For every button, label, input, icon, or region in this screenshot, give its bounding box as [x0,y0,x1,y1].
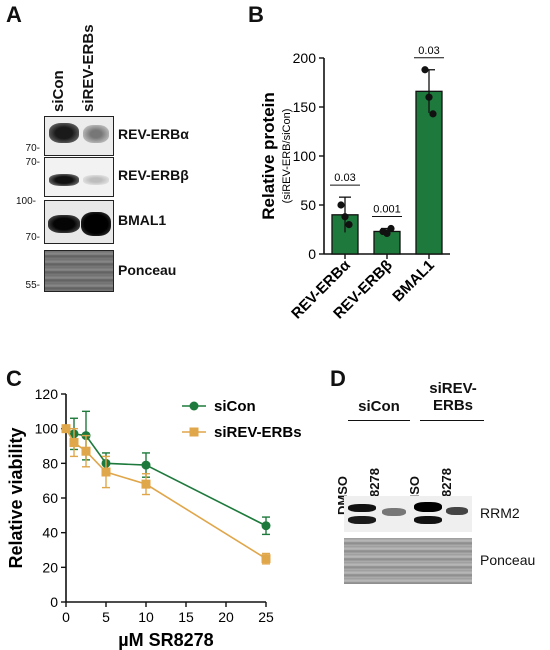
y-tick-label: 200 [293,50,317,66]
y-tick-label: 20 [42,559,58,575]
x-tick-label: 10 [138,609,154,625]
x-tick-label: 15 [178,609,194,625]
x-tick-label: BMAL1 [389,257,438,306]
data-point [141,460,151,470]
x-tick-label: 20 [218,609,234,625]
data-point [345,221,353,229]
pvalue-label: 0.001 [373,204,401,216]
bar [415,90,443,255]
group-underline [420,420,484,421]
legend-label: siREV-ERBs [214,424,302,441]
blot-label-rev-erba: REV-ERBα [118,126,189,142]
y-axis-title: Relative viability [6,427,26,568]
chart-c: 0 20 40 60 80 100 120 0 5 10 15 20 25 µM SR8278 Relati… [6,386,302,650]
series-line [65,427,267,527]
group-underline [348,420,410,421]
mw-marker: 100- [15,196,36,207]
legend-marker [189,427,199,437]
group-label-sicon: siCon [358,398,400,415]
blot-label-bmal1: BMAL1 [118,212,167,228]
x-axis-title: µM SR8278 [118,630,213,650]
x-tick-label: 0 [62,609,70,625]
blot-rrm2 [344,496,472,532]
lane-label-sirev: siREV-ERBs [80,24,97,112]
panel-letter-c: C [6,366,22,391]
panel-letter-a: A [6,2,22,27]
pvalue-label: 0.03 [418,45,439,57]
blot-label-rev-erbb: REV-ERBβ [118,167,189,183]
panel-letter-b: B [248,2,264,27]
blot-label-ponceau: Ponceau [118,262,177,278]
data-point [387,224,395,233]
data-point [69,438,79,448]
group-label-sirev-line2: ERBs [432,397,473,414]
legend-label: siCon [214,398,256,415]
y-tick-label: 50 [300,197,316,213]
data-point [61,424,71,434]
mw-marker: 70- [25,143,40,154]
blot-ponceau [44,250,114,292]
data-point [261,554,271,564]
blot-bmal1 [44,200,114,244]
group-label-sirev-line1: siREV- [429,380,477,397]
data-point [101,467,111,477]
pvalue-label: 0.03 [334,172,355,184]
data-point [429,110,437,118]
lane-label-sicon: siCon [50,70,67,112]
x-tick-label: 5 [102,609,110,625]
data-point [425,93,433,101]
data-point [261,521,271,531]
x-tick-label: 25 [258,609,274,625]
y-tick-label: 100 [293,148,317,164]
blot-label-rrm2: RRM2 [480,505,520,521]
mw-marker: 55- [25,280,40,291]
group-label-sirev: siREV- ERBs [418,380,488,414]
data-point [141,479,151,489]
blot-label-ponceau-d: Ponceau [480,552,536,568]
data-point [337,201,345,209]
y-tick-label: 0 [308,246,316,262]
y-axis-title: Relative protein [259,92,278,220]
blot-rev-erbb [44,157,114,197]
y-tick-label: 100 [35,421,59,437]
data-point [341,213,349,221]
blot-ponceau-d [344,538,472,584]
y-tick-label: 60 [42,490,58,506]
legend-marker [189,401,199,411]
mw-marker: 70- [25,232,40,243]
panel-letter-d: D [330,366,346,391]
data-point [421,66,429,74]
y-axis-subtitle: (siREV-ERB/siCon) [281,109,293,204]
y-tick-label: 120 [35,386,59,402]
data-point [81,446,91,456]
chart-b: 0 50 100 150 200 Relative protein (siREV-ERB/s… [259,45,450,323]
y-tick-label: 40 [42,525,58,541]
y-tick-label: 0 [50,594,58,610]
blot-rev-erba [44,116,114,156]
data-point [383,229,391,238]
mw-marker: 70- [25,157,40,168]
y-tick-label: 150 [293,99,317,115]
y-tick-label: 80 [42,455,58,471]
